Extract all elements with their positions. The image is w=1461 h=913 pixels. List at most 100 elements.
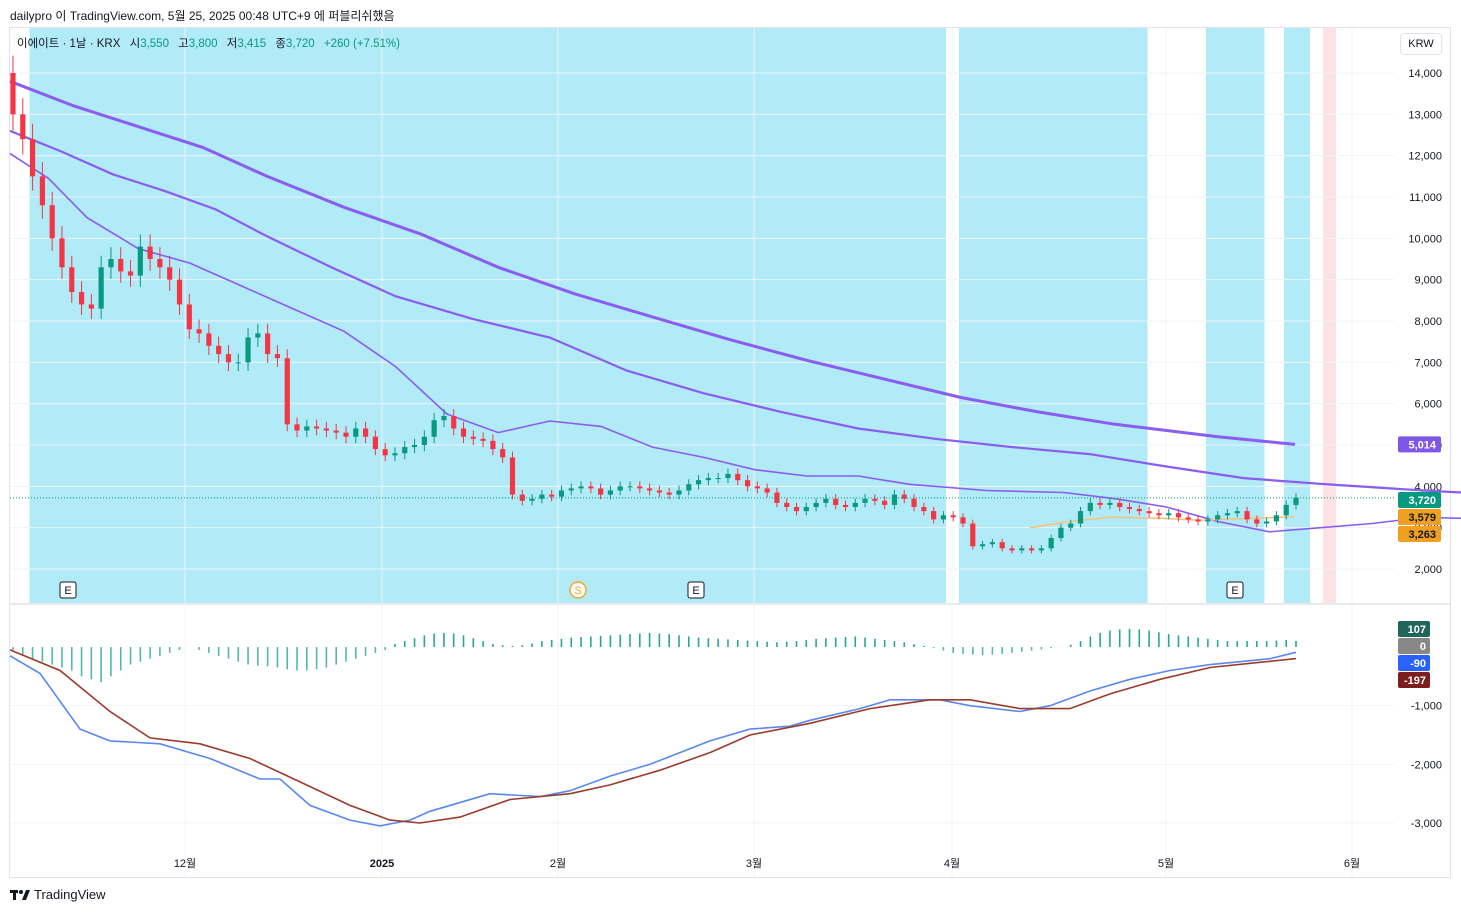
candle-body xyxy=(1146,511,1152,514)
y-tick-label: 12,000 xyxy=(1408,151,1442,163)
candle-body xyxy=(686,484,692,491)
y-tick-label: 7,000 xyxy=(1414,357,1442,369)
macd-y-tick-label: -2,000 xyxy=(1411,759,1442,771)
candle-body xyxy=(1019,548,1025,551)
macd-value-label-bg xyxy=(1398,638,1430,654)
publish-info: dailypro 이 TradingView.com, 5월 25, 2025 … xyxy=(10,9,395,23)
y-tick-label: 8,000 xyxy=(1414,316,1442,328)
candle-body xyxy=(343,432,349,437)
high-label: 고 xyxy=(178,38,189,50)
x-tick-label: 12월 xyxy=(174,857,196,870)
candle-body xyxy=(882,500,888,505)
candle-body xyxy=(460,428,467,437)
candle-body xyxy=(1293,497,1299,505)
candle-body xyxy=(1273,515,1280,522)
candle-body xyxy=(1058,527,1064,538)
candle-body xyxy=(1028,548,1035,551)
split-marker-label: S xyxy=(574,585,581,597)
macd-value-label: 107 xyxy=(1408,624,1426,636)
candle-body xyxy=(1156,513,1162,516)
candle-body xyxy=(402,447,408,454)
candle-body xyxy=(20,114,26,140)
earnings-marker-icon xyxy=(687,581,705,599)
price-label: 3,579 xyxy=(1408,512,1436,524)
candle-body xyxy=(842,504,849,507)
macd-value-label-bg xyxy=(1398,621,1430,637)
macd-value-label-bg xyxy=(1398,655,1430,671)
candle-body xyxy=(666,492,672,495)
price-label-bg xyxy=(1398,436,1441,453)
candle-body xyxy=(167,267,173,280)
candle-body xyxy=(1009,548,1015,551)
candle-body xyxy=(676,490,682,495)
candle-body xyxy=(1038,548,1044,551)
ema-line xyxy=(1029,516,1295,529)
candle-body xyxy=(255,333,261,338)
candle-body xyxy=(1205,519,1211,522)
split-marker-icon xyxy=(569,581,587,599)
earnings-marker-label: E xyxy=(1231,585,1238,597)
candle-body xyxy=(901,494,907,499)
candle-body xyxy=(647,488,653,491)
candle-body xyxy=(754,486,760,489)
candle-body xyxy=(735,473,741,481)
candle-body xyxy=(833,498,839,505)
macd-line xyxy=(9,651,1297,827)
macd-y-tick-label: -3,000 xyxy=(1411,818,1442,830)
candle-body xyxy=(970,523,976,547)
candle-body xyxy=(59,238,65,268)
x-tick-label: 2월 xyxy=(550,857,566,870)
chart-frame xyxy=(9,27,1451,878)
currency-button[interactable]: KRW xyxy=(1400,33,1442,55)
y-tick-label: 6,000 xyxy=(1414,399,1442,411)
candle-body xyxy=(793,507,800,512)
candle-body xyxy=(715,478,721,480)
macd-y-tick-label: -1,000 xyxy=(1411,701,1442,713)
candle-body xyxy=(607,490,614,495)
y-tick-label: 11,000 xyxy=(1409,192,1442,204)
candle-body xyxy=(1185,517,1191,520)
x-tick-label: 3월 xyxy=(746,857,762,870)
candle-body xyxy=(862,498,868,503)
candle-body xyxy=(186,304,192,330)
candle-body xyxy=(323,428,330,431)
candle-body xyxy=(265,333,271,355)
candle-body xyxy=(314,426,320,429)
candle-body xyxy=(49,205,55,239)
candle-body xyxy=(823,498,829,503)
earnings-marker-label: E xyxy=(64,585,71,597)
tradingview-logo-icon xyxy=(10,889,30,900)
candle-body xyxy=(206,333,212,346)
low-label: 저 xyxy=(226,38,238,50)
candle-body xyxy=(617,486,623,491)
candle-body xyxy=(1195,519,1201,522)
candle-body xyxy=(509,457,516,495)
candle-body xyxy=(39,176,45,206)
candle-body xyxy=(695,480,702,485)
candle-body xyxy=(284,358,290,425)
x-tick-label: 5월 xyxy=(1158,857,1174,870)
x-tick-label: 4월 xyxy=(944,857,960,870)
candle-body xyxy=(989,542,995,545)
candle-body xyxy=(431,420,437,437)
candle-body xyxy=(1234,511,1240,514)
y-tick-label: 13,000 xyxy=(1408,109,1442,121)
candle-body xyxy=(137,246,143,276)
candle-body xyxy=(1077,511,1084,524)
price-label-bg xyxy=(1398,526,1441,542)
candle-body xyxy=(1136,509,1142,512)
price-label: 3,720 xyxy=(1408,495,1436,507)
candle-body xyxy=(1166,513,1172,516)
candle-body xyxy=(1283,504,1289,516)
candle-body xyxy=(578,486,584,489)
candle-body xyxy=(1224,513,1231,516)
brand-name: TradingView xyxy=(34,887,106,902)
candle-body xyxy=(421,436,427,445)
candle-body xyxy=(637,486,643,489)
candle-body xyxy=(1117,502,1123,507)
candle-body xyxy=(1087,502,1093,512)
candle-body xyxy=(1215,515,1221,520)
candle-body xyxy=(1244,511,1250,520)
price-label: 5,014 xyxy=(1408,439,1436,451)
